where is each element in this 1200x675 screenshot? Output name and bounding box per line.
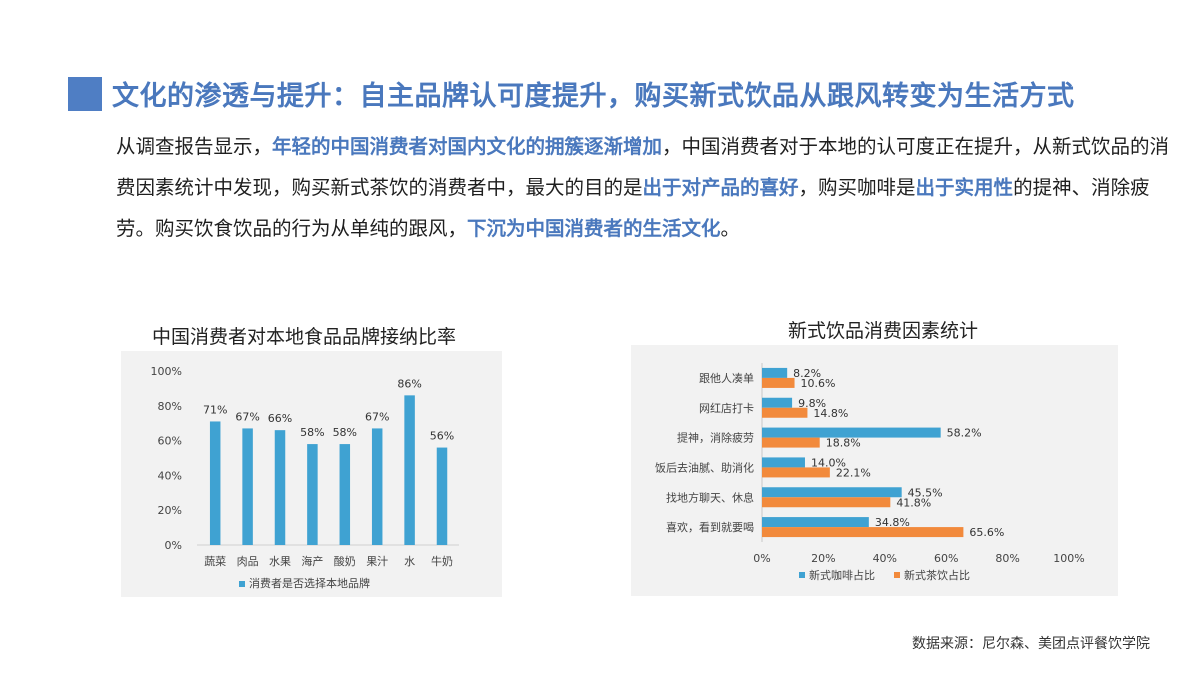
- summary-paragraph: 从调查报告显示，年轻的中国消费者对国内文化的拥簇逐渐增加，中国消费者对于本地的认…: [116, 126, 1176, 249]
- bar: [242, 428, 253, 545]
- y-tick-label: 跟他人凑单: [699, 371, 754, 385]
- legend-label: 消费者是否选择本地品牌: [249, 576, 370, 590]
- data-label: 65.6%: [969, 526, 1004, 539]
- y-tick-label: 40%: [158, 469, 182, 482]
- legend-label: 新式茶饮占比: [904, 568, 970, 582]
- bar: [762, 497, 891, 508]
- bar: [209, 421, 221, 545]
- x-tick-label: 肉品: [237, 555, 259, 568]
- bar: [436, 447, 448, 545]
- x-tick-label: 水果: [269, 555, 291, 568]
- x-tick-label: 果汁: [366, 555, 388, 568]
- data-label: 14.8%: [813, 407, 848, 420]
- paragraph-text: 。: [720, 217, 741, 240]
- bar: [762, 407, 808, 418]
- x-tick-label: 20%: [811, 552, 835, 565]
- data-label: 34.8%: [875, 516, 910, 529]
- y-tick-label: 0%: [165, 539, 182, 552]
- paragraph-text: 从调查报告显示，: [116, 135, 273, 158]
- x-tick-label: 牛奶: [431, 554, 453, 568]
- data-label: 56%: [430, 430, 454, 443]
- legend-label: 新式咖啡占比: [809, 568, 875, 582]
- paragraph-text: 的提神、消除疲劳。购买饮食饮品的行为从单纯的跟风，: [116, 176, 1150, 240]
- bar: [762, 527, 964, 538]
- y-tick-label: 网红店打卡: [699, 401, 754, 415]
- data-label: 67%: [235, 410, 259, 423]
- data-label: 45.5%: [908, 486, 943, 499]
- x-tick-label: 0%: [753, 552, 770, 565]
- data-label: 8.2%: [793, 367, 821, 380]
- bar: [371, 428, 383, 545]
- bar: [762, 397, 793, 408]
- chart1-title: 中国消费者对本地食品品牌接纳比率: [152, 326, 457, 348]
- bar: [762, 377, 795, 388]
- local-brand-acceptance-chart: 0% 20% 40% 60% 80% 100% 71% 蔬菜 67% 肉品 66% 水果 58% 海产 58…: [151, 365, 459, 590]
- legend-swatch: [799, 572, 805, 578]
- x-tick-label: 40%: [873, 552, 897, 565]
- paragraph-highlight: 出于对产品的喜好: [642, 176, 799, 199]
- chart1-panel: 0% 20% 40% 60% 80% 100% 71% 蔬菜 67% 肉品 66% 水果 58% 海产 58…: [121, 351, 502, 597]
- y-tick-label: 喜欢，看到就要喝: [666, 520, 754, 534]
- y-tick-label: 20%: [158, 504, 182, 517]
- legend-swatch: [239, 581, 245, 587]
- y-tick-label: 找地方聊天、休息: [666, 490, 754, 504]
- data-label: 71%: [203, 403, 227, 416]
- x-tick-label: 海产: [301, 554, 323, 568]
- data-label: 66%: [268, 412, 292, 425]
- data-label: 18.8%: [826, 437, 861, 450]
- bar: [762, 367, 788, 378]
- beverage-factor-chart: 0% 20% 40% 60% 80% 100% 跟他人凑单 8.2%10.6% 网红店打卡 9.8…: [655, 363, 1085, 582]
- x-tick-label: 水: [404, 555, 415, 568]
- bar: [762, 437, 820, 448]
- x-tick-label: 100%: [1053, 552, 1084, 565]
- chart2-title: 新式饮品消费因素统计: [788, 320, 979, 342]
- data-label: 22.1%: [836, 466, 871, 479]
- data-label: 41.8%: [896, 496, 931, 509]
- legend-swatch: [894, 572, 900, 578]
- data-source: 数据来源：尼尔森、美团点评餐饮学院: [912, 636, 1150, 652]
- bar: [404, 395, 415, 545]
- bar: [762, 487, 902, 498]
- y-tick-label: 提神，消除疲劳: [677, 431, 754, 445]
- y-tick-label: 100%: [151, 365, 182, 378]
- bar: [274, 430, 286, 545]
- title-marker: [68, 77, 102, 111]
- y-tick-label: 80%: [158, 400, 182, 413]
- data-label: 10.6%: [801, 377, 836, 390]
- data-label: 58%: [333, 426, 357, 439]
- x-tick-label: 蔬菜: [204, 555, 226, 568]
- data-label: 14.0%: [811, 456, 846, 469]
- paragraph-highlight: 年轻的中国消费者对国内文化的拥簇逐渐增加: [272, 135, 663, 158]
- data-label: 58%: [300, 426, 324, 439]
- bar: [762, 517, 869, 528]
- bar: [307, 444, 318, 545]
- paragraph-highlight: 出于实用性: [915, 176, 1014, 199]
- y-tick-label: 饭后去油腻、助消化: [655, 460, 754, 474]
- y-tick-label: 60%: [158, 435, 182, 448]
- data-label: 67%: [365, 410, 389, 423]
- data-label: 86%: [397, 377, 421, 390]
- data-label: 58.2%: [947, 427, 982, 440]
- bar: [339, 444, 351, 545]
- data-label: 9.8%: [798, 397, 826, 410]
- x-tick-label: 酸奶: [334, 554, 356, 568]
- page-title: 文化的渗透与提升：自主品牌认可度提升，购买新式饮品从跟风转变为生活方式: [112, 81, 1075, 112]
- paragraph-highlight: 下沉为中国消费者的生活文化: [467, 217, 721, 240]
- x-tick-label: 80%: [995, 552, 1019, 565]
- bar: [762, 467, 830, 478]
- bar: [762, 427, 941, 438]
- bar: [762, 457, 805, 468]
- x-tick-label: 60%: [934, 552, 958, 565]
- paragraph-text: ，中国消费者对于本地的认可度正在提升，从新式饮品的消费因素统计中发现，购买新式茶…: [116, 135, 1170, 199]
- paragraph-text: ，购买咖啡是: [798, 176, 916, 199]
- chart2-panel: 0% 20% 40% 60% 80% 100% 跟他人凑单 8.2% 10.6% 网红店打卡 9.8…: [631, 345, 1118, 596]
